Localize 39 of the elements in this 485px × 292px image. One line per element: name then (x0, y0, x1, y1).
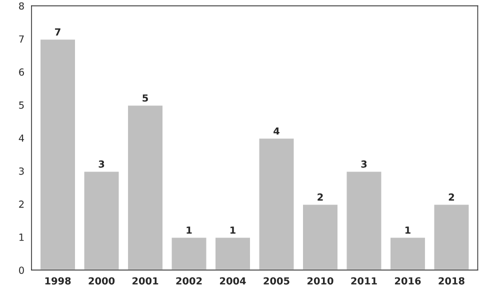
data-label: 1 (405, 226, 410, 234)
y-tick-label: 2 (19, 200, 24, 208)
data-label: 1 (230, 226, 236, 234)
bar (39, 38, 76, 270)
data-label: 7 (55, 28, 60, 36)
bar (302, 203, 339, 270)
bar (432, 203, 470, 270)
data-label: 4 (274, 127, 280, 135)
x-tick-label: 2000 (88, 277, 115, 285)
y-tick-label: 5 (19, 102, 24, 109)
y-tick-label: 0 (19, 266, 24, 274)
bar (170, 236, 208, 270)
x-tick-label: 2011 (351, 277, 377, 285)
bar (126, 104, 164, 270)
bar (345, 170, 383, 270)
bar (258, 137, 296, 270)
y-tick-label: 1 (19, 234, 24, 241)
x-tick-label: 2010 (307, 277, 334, 285)
x-tick-label: 2016 (394, 277, 421, 285)
y-tick-label: 6 (19, 68, 24, 76)
data-label: 3 (98, 160, 104, 168)
x-tick-label: 2002 (176, 277, 202, 285)
x-tick-label: 1998 (45, 277, 71, 285)
data-label: 2 (318, 193, 323, 201)
bar (82, 170, 120, 270)
y-tick-label: 3 (19, 167, 24, 175)
x-tick-label: 2005 (264, 277, 290, 285)
x-tick-label: 2018 (438, 277, 464, 285)
bar (389, 236, 426, 270)
y-tick-label: 7 (19, 35, 24, 43)
data-label: 1 (186, 226, 192, 234)
x-tick-label: 2004 (220, 277, 246, 285)
data-label: 2 (448, 193, 454, 201)
y-tick-label: 8 (19, 2, 24, 10)
y-tick-label: 4 (18, 134, 24, 142)
x-tick-label: 2001 (132, 277, 158, 285)
bar (214, 236, 252, 270)
data-label: 3 (361, 160, 367, 168)
data-label: 5 (142, 94, 148, 102)
